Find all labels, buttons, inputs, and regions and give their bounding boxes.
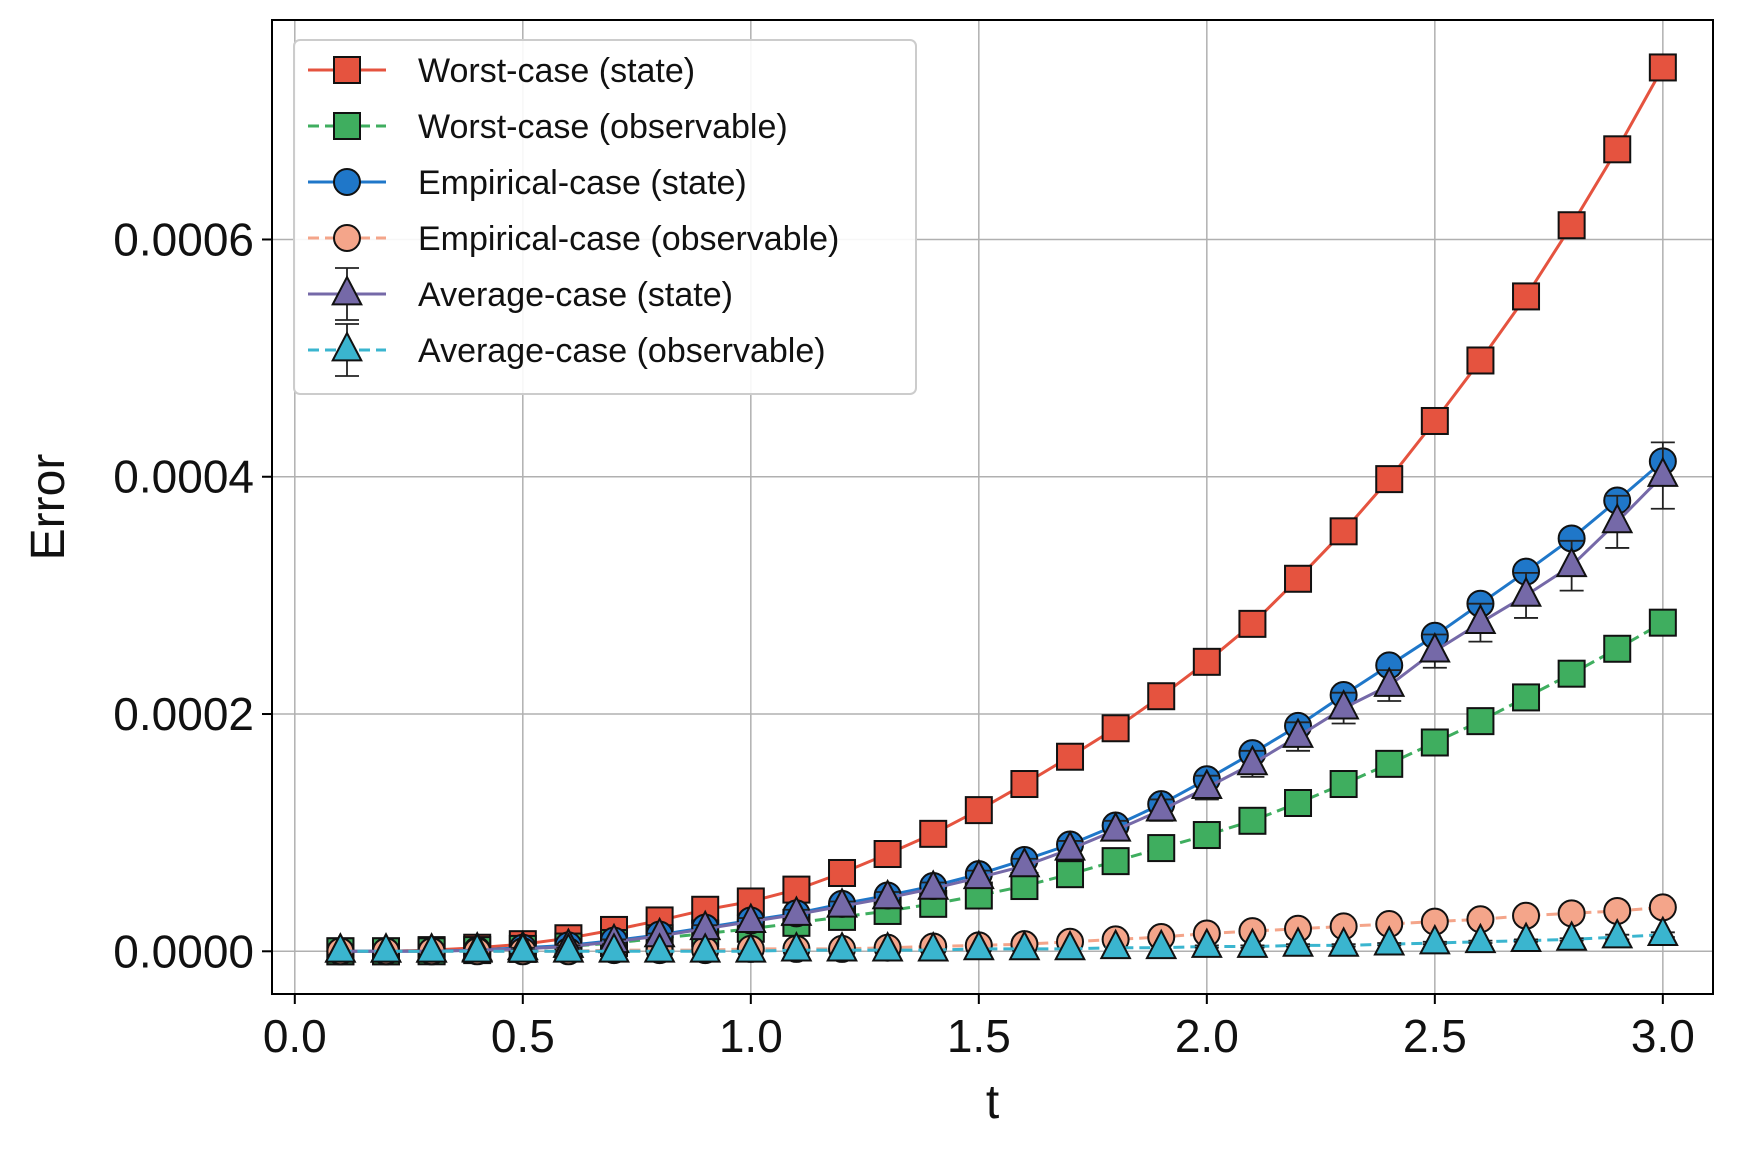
data-point bbox=[1604, 136, 1630, 162]
data-point bbox=[1331, 771, 1357, 797]
data-point bbox=[1239, 808, 1265, 834]
x-tick-label: 2.0 bbox=[1175, 1010, 1239, 1062]
data-point bbox=[1103, 848, 1129, 874]
data-point bbox=[966, 797, 992, 823]
data-point bbox=[1103, 715, 1129, 741]
x-tick-label: 0.5 bbox=[491, 1010, 555, 1062]
data-point bbox=[1376, 751, 1402, 777]
data-point bbox=[1559, 661, 1585, 687]
data-point bbox=[1467, 708, 1493, 734]
legend-label: Worst-case (state) bbox=[418, 52, 695, 90]
x-tick-label: 3.0 bbox=[1631, 1010, 1695, 1062]
legend-marker bbox=[334, 225, 360, 251]
data-point bbox=[875, 841, 901, 867]
data-point bbox=[829, 860, 855, 886]
data-point bbox=[1285, 790, 1311, 816]
data-point bbox=[1148, 835, 1174, 861]
data-point bbox=[1285, 566, 1311, 592]
y-tick-label: 0.0000 bbox=[113, 925, 254, 977]
data-point bbox=[1650, 610, 1676, 636]
data-point bbox=[1559, 212, 1585, 238]
data-point bbox=[1604, 636, 1630, 662]
data-point bbox=[1513, 684, 1539, 710]
data-point bbox=[1239, 611, 1265, 637]
x-axis-label: t bbox=[986, 1076, 999, 1129]
legend-label: Worst-case (observable) bbox=[418, 108, 788, 146]
data-point bbox=[1376, 466, 1402, 492]
data-point bbox=[1650, 54, 1676, 80]
data-point bbox=[1194, 649, 1220, 675]
data-point bbox=[1057, 861, 1083, 887]
x-tick-label: 1.5 bbox=[947, 1010, 1011, 1062]
data-point bbox=[1057, 744, 1083, 770]
legend: Worst-case (state) Worst-case (observable… bbox=[294, 40, 916, 394]
x-tick-label: 2.5 bbox=[1403, 1010, 1467, 1062]
data-point bbox=[920, 821, 946, 847]
data-point bbox=[1422, 729, 1448, 755]
y-tick-label: 0.0006 bbox=[113, 213, 254, 265]
data-point bbox=[1331, 518, 1357, 544]
data-point bbox=[1011, 771, 1037, 797]
y-axis-label: Error bbox=[22, 454, 75, 561]
legend-marker bbox=[334, 57, 360, 83]
y-tick-label: 0.0002 bbox=[113, 688, 254, 740]
legend-label: Average-case (observable) bbox=[418, 332, 826, 370]
legend-marker bbox=[334, 113, 360, 139]
legend-label: Empirical-case (state) bbox=[418, 164, 747, 202]
legend-label: Empirical-case (observable) bbox=[418, 220, 839, 258]
data-point bbox=[1422, 408, 1448, 434]
x-tick-label: 0.0 bbox=[263, 1010, 327, 1062]
y-tick-label: 0.0004 bbox=[113, 451, 254, 503]
legend-label: Average-case (state) bbox=[418, 276, 733, 314]
data-point bbox=[1194, 822, 1220, 848]
x-tick-label: 1.0 bbox=[719, 1010, 783, 1062]
legend-marker bbox=[334, 169, 360, 195]
data-point bbox=[1148, 683, 1174, 709]
data-point bbox=[1513, 283, 1539, 309]
data-point bbox=[1467, 347, 1493, 373]
